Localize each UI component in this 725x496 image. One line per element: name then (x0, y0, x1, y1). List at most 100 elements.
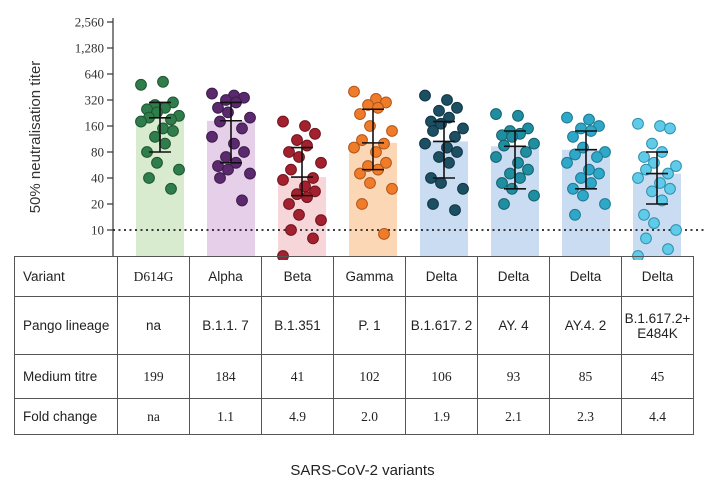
data-point (236, 122, 248, 135)
data-point (457, 122, 469, 135)
variant-table: Variant D614G Alpha Beta Gamma Delta Del… (14, 256, 694, 435)
data-point (646, 137, 658, 150)
titer-chart: 10 20 40 80 160 320 640 1,280 2,560 50% neutralis… (27, 15, 705, 260)
data-point (301, 139, 313, 152)
data-point (632, 172, 644, 184)
data-point (640, 163, 652, 176)
data-point (206, 130, 218, 143)
data-point (451, 101, 463, 114)
data-point (670, 224, 682, 236)
data-point (632, 117, 644, 130)
pango-cell: AY. 4 (477, 296, 550, 355)
data-point (299, 120, 311, 132)
data-point (315, 214, 327, 227)
variant-cell: Delta (477, 256, 550, 297)
data-point (648, 217, 660, 230)
data-point (646, 185, 658, 198)
y-tick-label: 2,560 (75, 15, 104, 30)
x-axis-label: SARS-CoV-2 variants (290, 462, 435, 479)
fold-cell: 4.9 (261, 398, 334, 435)
data-point (356, 198, 368, 210)
data-point (244, 111, 256, 124)
data-point (167, 125, 179, 137)
pango-cell: B.1.617.2+ E484K (621, 296, 694, 355)
row-header-titre: Medium titre (14, 354, 118, 399)
data-point (277, 174, 289, 186)
data-point (577, 189, 589, 202)
data-point (301, 191, 313, 204)
data-point (380, 96, 392, 109)
data-point (490, 108, 502, 120)
y-tick-label: 160 (85, 119, 105, 134)
data-point (569, 208, 581, 221)
data-point (512, 109, 524, 122)
data-point (151, 156, 163, 169)
data-point (490, 151, 502, 163)
titre-cell: 93 (477, 354, 550, 399)
data-point (427, 198, 439, 210)
data-point (443, 111, 455, 124)
data-point (315, 156, 327, 169)
data-point (173, 163, 185, 176)
y-tick-label: 640 (85, 67, 105, 82)
data-point (457, 182, 469, 195)
data-point (664, 182, 676, 195)
data-point (364, 177, 376, 189)
data-point (206, 87, 218, 100)
data-point (214, 115, 226, 128)
data-point (378, 228, 390, 240)
titre-cell: 199 (117, 354, 190, 399)
y-tick-label: 320 (85, 93, 105, 108)
data-point (441, 94, 453, 106)
data-point (157, 75, 169, 88)
data-point (593, 167, 605, 180)
data-point (285, 163, 297, 176)
data-point (585, 177, 597, 189)
data-point (212, 101, 224, 114)
titre-cell: 41 (261, 354, 334, 399)
data-point (640, 232, 652, 245)
data-point (427, 125, 439, 137)
data-point (348, 141, 360, 154)
data-point (662, 243, 674, 256)
titre-cell: 106 (405, 354, 478, 399)
data-point (165, 182, 177, 195)
data-point (419, 137, 431, 150)
variant-cell: Delta (621, 256, 694, 297)
pango-cell: B.1.617. 2 (405, 296, 478, 355)
data-point (283, 146, 295, 158)
data-point (291, 134, 303, 146)
table-row-variant: Variant D614G Alpha Beta Gamma Delta Del… (14, 256, 694, 297)
data-point (451, 146, 463, 158)
data-point (293, 208, 305, 221)
y-tick-label: 20 (91, 197, 104, 212)
data-point (561, 156, 573, 169)
data-point (244, 167, 256, 180)
data-point (504, 167, 516, 180)
fold-cell: 2.1 (477, 398, 550, 435)
data-point (591, 151, 603, 163)
data-point (599, 198, 611, 210)
data-point (222, 163, 234, 176)
variant-cell: Gamma (333, 256, 406, 297)
data-point (283, 198, 295, 210)
data-point (561, 111, 573, 124)
data-point (135, 115, 147, 128)
data-point (309, 185, 321, 198)
data-point (307, 172, 319, 184)
y-tick-label: 40 (91, 171, 104, 186)
data-point (386, 182, 398, 195)
data-point (354, 167, 366, 180)
y-tick-label: 80 (91, 145, 104, 160)
data-point (670, 160, 682, 172)
data-point (514, 172, 526, 184)
data-point (354, 108, 366, 120)
data-point (638, 208, 650, 221)
data-point (372, 101, 384, 114)
data-point (522, 163, 534, 176)
data-point (664, 122, 676, 135)
fold-cell: 1.9 (405, 398, 478, 435)
data-point (654, 120, 666, 132)
fold-cell: 4.4 (621, 398, 694, 435)
pango-cell: na (117, 296, 190, 355)
